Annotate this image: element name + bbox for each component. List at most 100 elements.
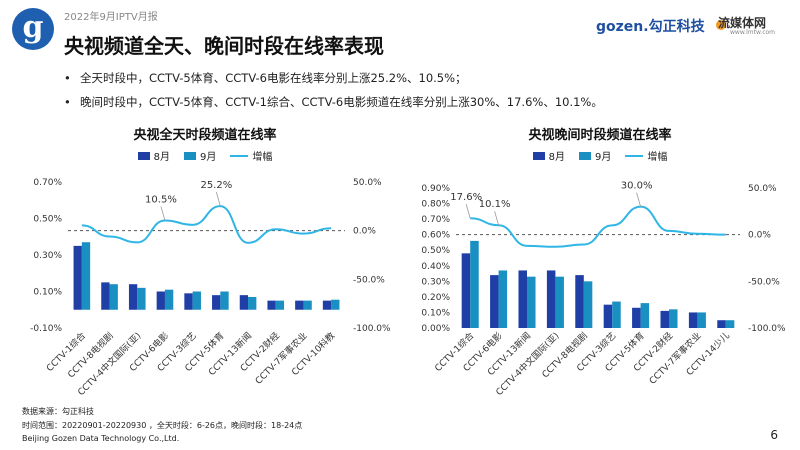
growth-line: [470, 205, 726, 248]
bar: [248, 296, 257, 310]
bar: [688, 312, 698, 328]
bar: [490, 275, 499, 328]
bar: [669, 309, 678, 328]
bar: [212, 295, 221, 310]
bar: [303, 300, 312, 310]
lmtw-brand: 流媒体网: [718, 16, 767, 30]
y2-tick-label: -50.0%: [748, 277, 780, 287]
chart-title: 央视晚间时段频道在线率: [528, 128, 672, 143]
y-tick-label: 0.50%: [33, 215, 62, 225]
y2-tick-label: 50.0%: [353, 178, 382, 188]
annotation-leader: [160, 206, 166, 221]
bar: [546, 270, 556, 328]
y2-tick-label: -50.0%: [353, 275, 385, 285]
report-label: 2022年9月IPTV月报: [64, 12, 158, 23]
bar: [717, 320, 726, 328]
bar: [73, 245, 82, 310]
legend-aug: 8月: [532, 148, 565, 163]
bar: [295, 300, 304, 310]
legend-aug: 8月: [137, 148, 170, 163]
annotation-label: 30.0%: [621, 181, 653, 192]
bar: [128, 284, 138, 310]
lmtw-logo-icon: [716, 20, 726, 30]
bar: [239, 295, 249, 310]
y-tick-label: 0.10%: [421, 308, 450, 318]
y-tick-label: 0.10%: [33, 288, 62, 298]
bar: [275, 300, 285, 310]
annotation-label: 25.2%: [200, 180, 232, 191]
bar: [192, 291, 201, 310]
chart-plot: 0.00% 0.10% 0.20% 0.30% 0.40% 0.50% 0.60% 0.70%…: [421, 181, 786, 398]
y-tick-label: 0.80%: [421, 200, 450, 210]
bar: [725, 320, 735, 328]
y-tick-label: 0.90%: [421, 184, 450, 194]
bullet-evening: 晚间时段中，CCTV-5体育、CCTV-1综合、CCTV-6电影频道在线率分别上…: [64, 90, 603, 114]
y-tick-label: -0.10%: [30, 324, 62, 334]
bar: [156, 291, 165, 310]
bar: [220, 291, 229, 310]
bar: [660, 310, 669, 328]
bar: [583, 281, 593, 328]
y-tick-label: 0.20%: [421, 293, 450, 303]
y2-tick-label: -100.0%: [353, 324, 391, 334]
annotation-leader: [465, 204, 471, 219]
bar: [498, 270, 508, 328]
time-range: 时间范围：20220901-20220930 ，全天时段：6-26点，晚间时段：…: [22, 421, 303, 430]
annotation-label: 17.6%: [450, 192, 482, 203]
y-tick-label: 0.70%: [421, 215, 450, 225]
bar: [184, 293, 193, 310]
company-name: Beijing Gozen Data Technology Co.,Ltd.: [22, 434, 180, 443]
legend-growth: 增幅: [230, 148, 272, 163]
bar: [697, 312, 706, 328]
y-tick-label: 0.30%: [421, 277, 450, 287]
chart-allday: 央视全天时段频道在线率 8月 9月 增幅 -0.10% 0.10% 0.30% 0.5…: [20, 118, 391, 398]
bar: [101, 282, 110, 310]
annotation-leader: [494, 211, 499, 226]
bar: [322, 300, 332, 310]
gozen-brand: gozen.勾正科技: [596, 19, 705, 35]
chart-evening: 央视晚间时段频道在线率 8月 9月 增幅 0.00% 0.10% 0.20% 0.30…: [410, 118, 790, 398]
bar: [164, 289, 174, 310]
bar: [527, 276, 536, 328]
y-tick-label: 0.70%: [33, 178, 62, 188]
annotation-label: 10.5%: [145, 194, 177, 205]
legend-sep: 9月: [184, 148, 216, 163]
bullet-allday: 全天时段中，CCTV-5体育、CCTV-6电影在线率分别上涨25.2%、10.5…: [64, 66, 603, 90]
bar: [575, 275, 584, 328]
bar: [331, 299, 340, 310]
summary-bullets: 全天时段中，CCTV-5体育、CCTV-6电影在线率分别上涨25.2%、10.5…: [64, 66, 603, 114]
y2-tick-label: 0.0%: [748, 231, 771, 241]
chart-legend: 8月 9月 增幅: [20, 148, 390, 163]
page-title: 央视频道全天、晚间时段在线率表现: [64, 34, 384, 58]
chart-plot: -0.10% 0.10% 0.30% 0.50% 0.70% -100.0% -50.0% 0…: [30, 178, 391, 398]
bar: [612, 301, 621, 328]
bar: [267, 300, 276, 310]
bar: [470, 240, 479, 328]
y2-tick-label: -100.0%: [748, 324, 786, 334]
annotation-leader: [215, 192, 221, 207]
page-number: 6: [770, 428, 778, 442]
legend-sep: 9月: [579, 148, 611, 163]
growth-line: [81, 205, 332, 244]
y2-tick-label: 50.0%: [748, 184, 777, 194]
bar: [461, 253, 471, 328]
y2-tick-label: 0.0%: [353, 227, 376, 237]
bar: [640, 303, 650, 328]
data-source: 数据来源：勾正科技: [22, 407, 94, 416]
y-tick-label: 0.60%: [421, 231, 450, 241]
bar: [109, 284, 118, 310]
gozen-logo: g: [12, 8, 54, 50]
chart-legend: 8月 9月 增幅: [410, 148, 790, 163]
chart-title: 央视全天时段频道在线率: [133, 128, 277, 143]
bar: [603, 304, 613, 328]
bar: [81, 242, 91, 310]
lmtw-url: www.lmtw.com: [730, 29, 776, 36]
bar: [518, 270, 527, 328]
bar: [555, 276, 564, 328]
legend-growth: 增幅: [625, 148, 667, 163]
y-tick-label: 0.00%: [421, 324, 450, 334]
y-tick-label: 0.50%: [421, 246, 450, 256]
y-tick-label: 0.30%: [33, 251, 62, 261]
y-tick-label: 0.40%: [421, 262, 450, 272]
bar: [137, 287, 146, 310]
